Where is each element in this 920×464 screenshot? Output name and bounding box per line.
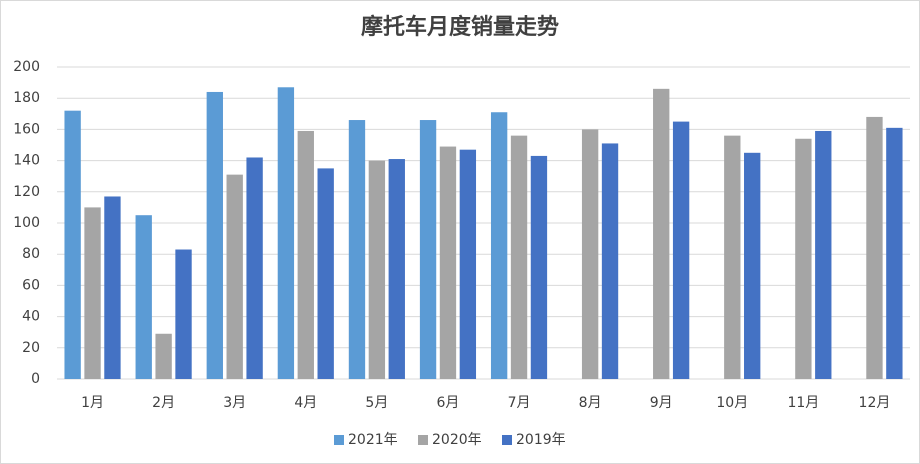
bar [297, 130, 314, 379]
legend-label: 2021年 [348, 432, 398, 448]
bar [175, 249, 192, 379]
bar [653, 88, 670, 379]
x-tick-label: 7月 [508, 395, 531, 411]
y-tick-label: 160 [13, 121, 40, 137]
x-tick-label: 10月 [716, 395, 748, 411]
y-tick-label: 100 [13, 215, 40, 231]
bar [206, 91, 223, 380]
legend-swatch [418, 435, 428, 445]
bar [348, 120, 366, 379]
bar [459, 149, 477, 379]
bar [886, 127, 903, 379]
legend-label: 2020年 [432, 432, 482, 448]
y-tick-label: 200 [13, 59, 40, 75]
bar [388, 159, 405, 379]
legend-label: 2019年 [516, 432, 566, 448]
bar [135, 215, 152, 379]
bar [795, 138, 812, 379]
x-tick-label: 1月 [81, 395, 104, 411]
x-tick-label: 11月 [787, 395, 819, 411]
x-tick-label: 5月 [365, 395, 388, 411]
bar [64, 110, 81, 380]
bar [815, 130, 832, 379]
y-tick-label: 180 [13, 90, 40, 106]
x-tick-label: 9月 [650, 395, 673, 411]
bar [510, 135, 528, 379]
chart-title: 摩托车月度销量走势 [361, 14, 559, 40]
bar [601, 143, 619, 379]
bar [866, 116, 883, 380]
y-tick-label: 0 [31, 371, 40, 387]
y-tick-label: 140 [13, 153, 40, 169]
bar [226, 174, 243, 379]
bar [744, 152, 761, 379]
legend-swatch [334, 435, 344, 445]
y-tick-label: 40 [22, 309, 40, 325]
bar [277, 87, 295, 379]
x-tick-label: 12月 [859, 395, 891, 411]
bar [672, 121, 690, 379]
bar [439, 146, 457, 379]
y-tick-label: 120 [13, 184, 40, 200]
x-tick-label: 2月 [152, 395, 175, 411]
bar [368, 160, 386, 379]
bar [155, 333, 172, 379]
y-tick-label: 20 [22, 340, 40, 356]
bar [530, 155, 548, 379]
y-tick-label: 80 [22, 246, 40, 262]
bar [317, 168, 334, 379]
y-tick-label: 60 [22, 277, 40, 293]
x-tick-label: 4月 [294, 395, 317, 411]
bar [724, 135, 741, 379]
x-tick-label: 6月 [436, 395, 459, 411]
legend-swatch [502, 435, 512, 445]
bar [490, 112, 508, 380]
x-tick-label: 3月 [223, 395, 246, 411]
bar [84, 207, 101, 379]
bar [419, 120, 437, 379]
x-tick-label: 8月 [579, 395, 602, 411]
bar [246, 157, 263, 379]
bar [581, 129, 599, 379]
bar [104, 196, 121, 379]
